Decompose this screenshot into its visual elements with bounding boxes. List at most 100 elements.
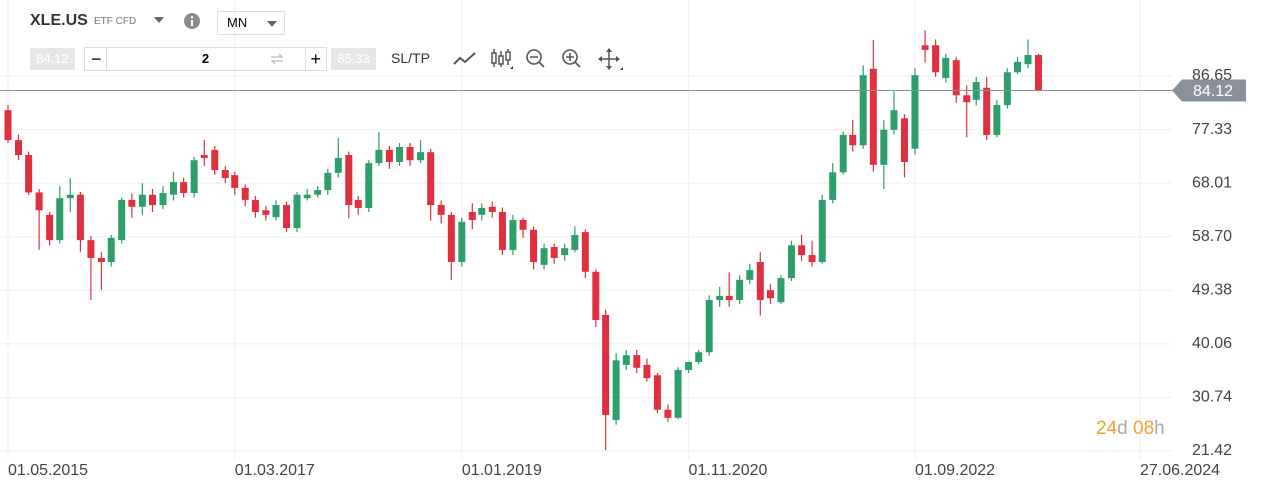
price-badge xyxy=(1172,79,1246,102)
line-chart-icon[interactable] xyxy=(453,52,476,65)
candle xyxy=(829,163,837,204)
candle-body xyxy=(540,248,548,265)
x-tick-label: 27.06.2024 xyxy=(1140,462,1220,479)
candle-body xyxy=(952,60,960,96)
candle-body xyxy=(35,192,43,211)
volume-input[interactable]: − 2 + xyxy=(84,47,327,71)
candle-body xyxy=(571,234,579,250)
candle xyxy=(695,349,703,365)
candle xyxy=(869,40,877,172)
candle xyxy=(4,105,12,143)
info-icon[interactable] xyxy=(183,12,201,30)
interval: MN xyxy=(227,15,248,30)
buy-price[interactable]: 85.33 xyxy=(331,48,376,70)
candle xyxy=(498,207,506,256)
countdown-days: 24 xyxy=(1096,418,1118,439)
candle-body xyxy=(87,240,95,258)
candle-body xyxy=(303,194,311,199)
candle xyxy=(1024,39,1032,69)
candle-body xyxy=(241,187,249,200)
candle-body xyxy=(76,194,84,241)
candle-body xyxy=(478,207,486,215)
candle xyxy=(900,114,908,178)
countdown-unit: h xyxy=(1154,418,1165,439)
candle-body xyxy=(447,214,455,262)
candle-body xyxy=(1003,72,1011,106)
y-tick-label: 49.38 xyxy=(1192,281,1232,298)
swap-icon[interactable] xyxy=(269,53,285,65)
y-tick-label: 21.42 xyxy=(1192,442,1232,459)
candle xyxy=(25,151,33,195)
dropdown-icon[interactable] xyxy=(153,16,165,24)
minus-button[interactable]: − xyxy=(91,49,102,69)
sltp-button[interactable]: SL/TP xyxy=(391,50,430,66)
plus-button[interactable]: + xyxy=(310,49,321,69)
candle-body xyxy=(983,87,991,135)
candle-body xyxy=(231,175,239,188)
candle-body xyxy=(993,105,1001,135)
candle xyxy=(674,367,682,419)
candle xyxy=(932,39,940,77)
candle xyxy=(251,195,259,218)
candle xyxy=(911,68,919,155)
candle xyxy=(890,91,898,135)
candle-countdown: 24d 08h xyxy=(1096,418,1165,440)
interval-select[interactable]: MN xyxy=(217,11,285,35)
candle xyxy=(643,358,651,382)
candle xyxy=(509,214,517,256)
candle xyxy=(725,272,733,307)
candle-body xyxy=(138,194,146,207)
candle-body xyxy=(519,220,527,230)
candle-icon[interactable] xyxy=(491,49,511,67)
candle-body xyxy=(345,155,353,206)
candle-body xyxy=(498,211,506,250)
candle-body xyxy=(437,205,445,215)
zoom-in-icon[interactable] xyxy=(562,49,581,68)
candle xyxy=(138,183,146,215)
candle xyxy=(458,217,466,267)
candle xyxy=(766,283,774,304)
candle xyxy=(622,349,630,371)
candle-body xyxy=(839,134,847,173)
candle xyxy=(231,171,239,195)
candle xyxy=(849,119,857,152)
candle-body xyxy=(262,210,270,215)
y-tick-label: 30.74 xyxy=(1192,389,1232,406)
candle-body xyxy=(354,199,362,208)
instrument: ETF CFD xyxy=(94,16,137,27)
candle-body xyxy=(849,134,857,146)
candle-body xyxy=(622,355,630,365)
x-tick-label: 01.09.2022 xyxy=(915,462,995,479)
candle xyxy=(241,184,249,207)
symbol[interactable]: XLE.US xyxy=(30,12,88,29)
zoom-out-icon[interactable] xyxy=(526,49,545,68)
candle-body xyxy=(324,172,332,191)
candle-body xyxy=(602,314,610,415)
candle-body xyxy=(97,257,105,262)
y-tick-label: 58.70 xyxy=(1192,228,1232,245)
candle xyxy=(777,275,785,304)
candle xyxy=(262,206,270,221)
sell-price[interactable]: 84.12 xyxy=(30,48,75,70)
candle xyxy=(211,145,219,175)
candle-body xyxy=(169,182,177,195)
candle xyxy=(365,160,373,212)
candle-body xyxy=(859,75,867,146)
candle xyxy=(1034,53,1042,92)
candle xyxy=(550,243,558,264)
candle xyxy=(1013,56,1021,74)
candle xyxy=(746,263,754,284)
candle-body xyxy=(716,295,724,300)
candle-body xyxy=(818,199,826,262)
candle xyxy=(963,85,971,138)
move-icon[interactable] xyxy=(598,48,620,70)
candle xyxy=(561,243,569,261)
candle-body xyxy=(272,205,280,218)
candle xyxy=(324,168,332,195)
candle-body xyxy=(787,245,795,279)
candle-body xyxy=(643,364,651,379)
candle-body xyxy=(46,214,54,241)
candle xyxy=(447,211,455,280)
candle-body xyxy=(695,352,703,363)
